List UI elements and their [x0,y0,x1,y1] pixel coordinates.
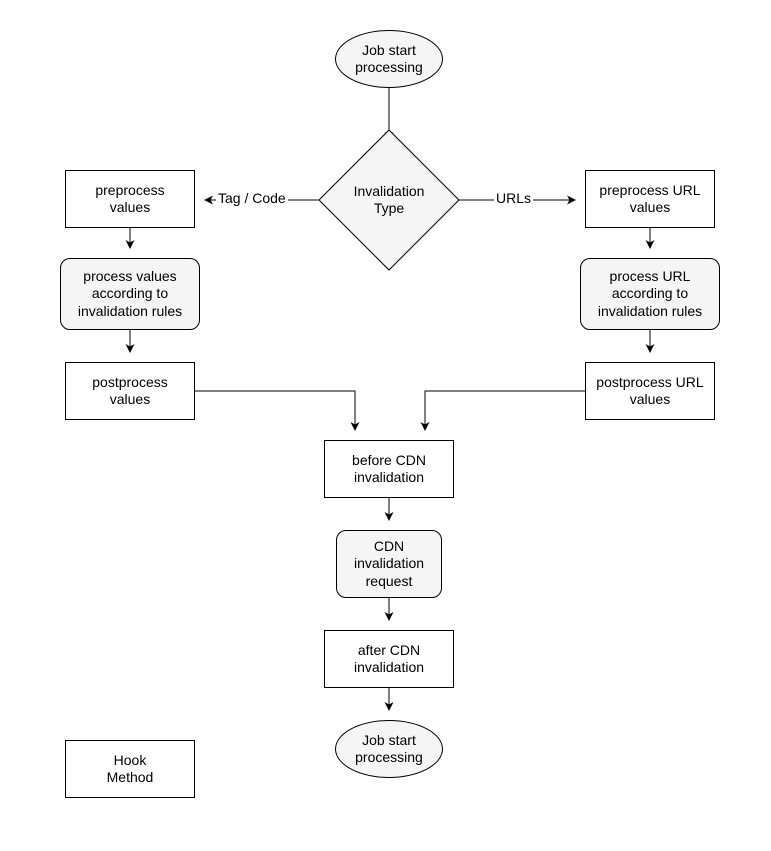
preprocess-values-label: preprocessvalues [95,182,164,217]
preprocess-url-values-node: preprocess URLvalues [585,170,715,228]
legend-hook-method: HookMethod [65,740,195,798]
before-cdn-label: before CDNinvalidation [352,452,426,487]
after-cdn-node: after CDNinvalidation [324,630,454,688]
postprocess-url-values-label: postprocess URLvalues [596,374,703,409]
start-node-label: Job startprocessing [355,42,423,77]
cdn-request-label: CDNinvalidationrequest [354,538,424,591]
postprocess-values-node: postprocessvalues [65,362,195,420]
before-cdn-node: before CDNinvalidation [324,440,454,498]
postprocess-url-values-node: postprocess URLvalues [585,362,715,420]
edge-label-urls: URLs [494,190,533,206]
edge-label-tagcode: Tag / Code [216,190,288,206]
legend-hook-method-label: HookMethod [107,752,154,787]
process-values-node: process valuesaccording toinvalidation r… [60,258,200,330]
process-values-label: process valuesaccording toinvalidation r… [78,268,182,321]
preprocess-values-node: preprocessvalues [65,170,195,228]
end-node: Job startprocessing [335,720,443,778]
start-node: Job startprocessing [335,30,443,88]
cdn-request-node: CDNinvalidationrequest [336,530,442,598]
process-url-label: process URLaccording toinvalidation rule… [598,268,702,321]
decision-node: InvalidationType [339,150,439,250]
after-cdn-label: after CDNinvalidation [354,642,424,677]
postprocess-values-label: postprocessvalues [92,374,167,409]
preprocess-url-values-label: preprocess URLvalues [599,182,700,217]
end-node-label: Job startprocessing [355,732,423,767]
decision-node-label: InvalidationType [339,150,439,250]
process-url-node: process URLaccording toinvalidation rule… [580,258,720,330]
